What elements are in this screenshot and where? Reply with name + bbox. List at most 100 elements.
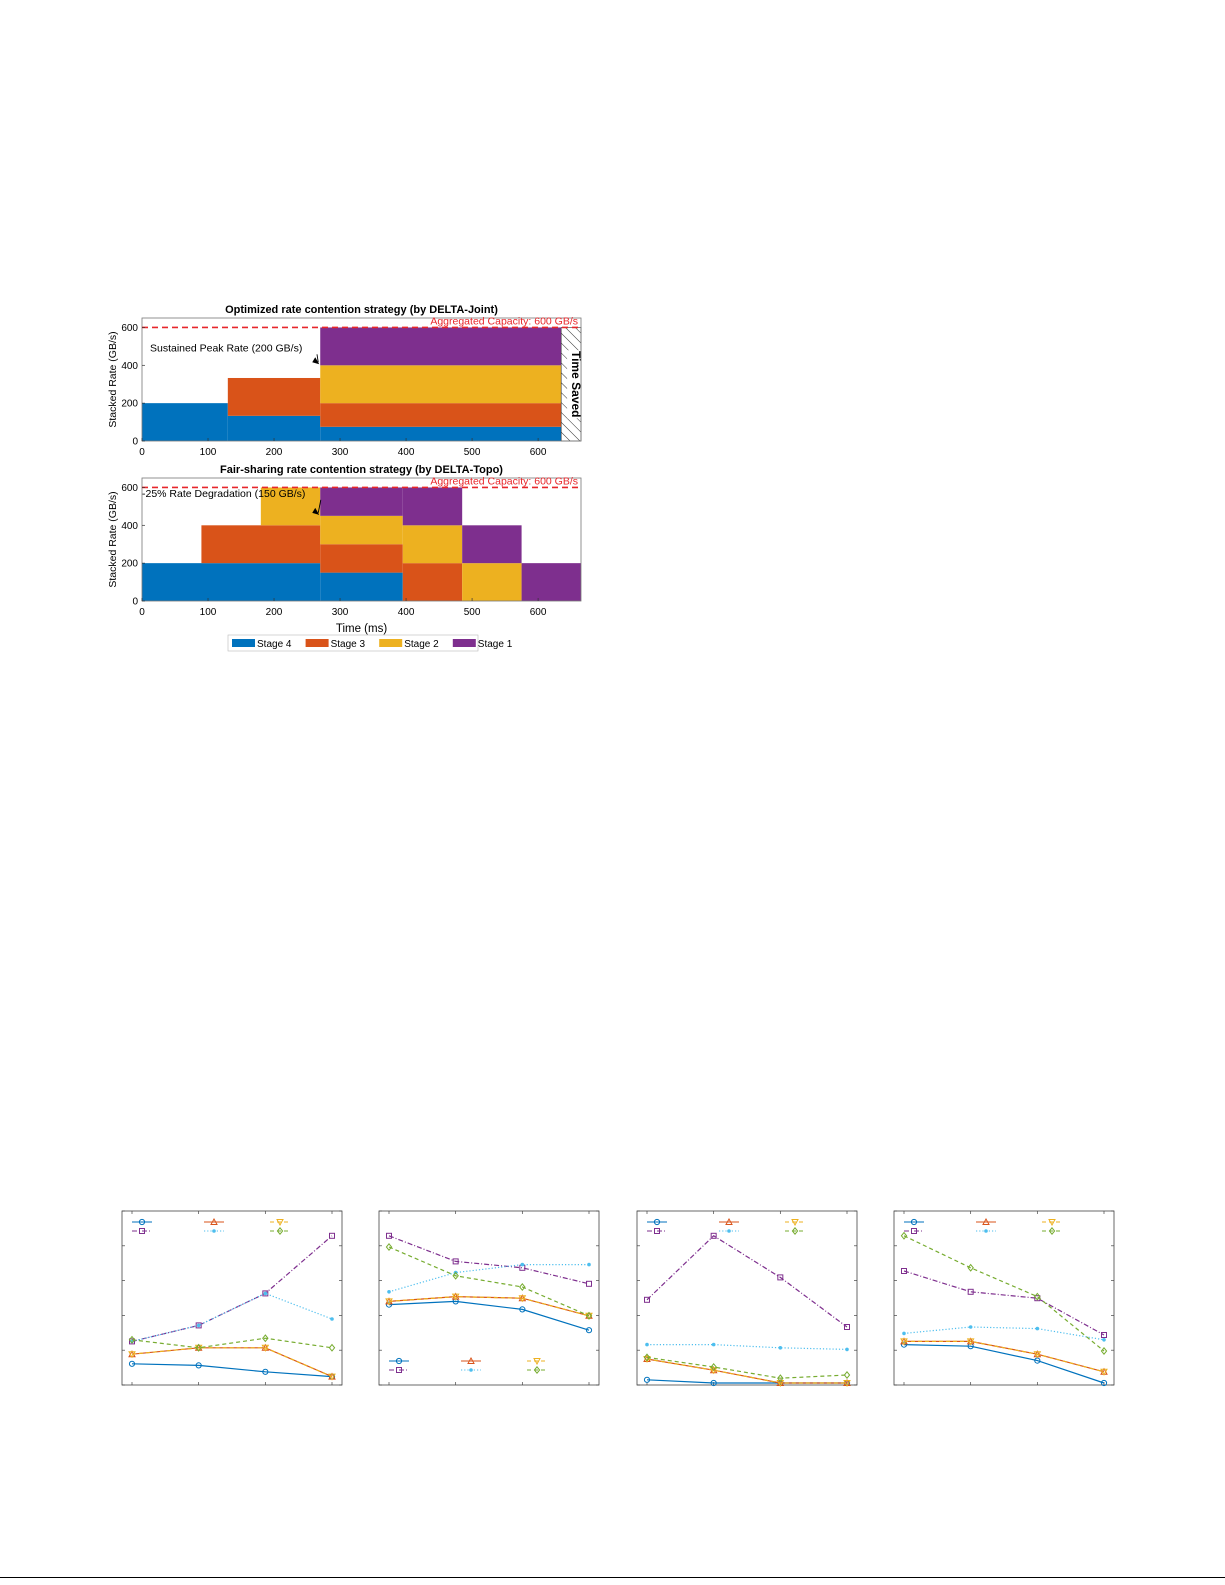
data-point [276, 1219, 284, 1227]
data-point [725, 1217, 733, 1225]
data-point [1035, 1326, 1040, 1331]
chart-title: Optimized rate contention strategy (by D… [225, 304, 498, 316]
data-point [900, 1338, 908, 1346]
page-footer-rule [0, 1577, 1225, 1578]
stack-segment [320, 487, 403, 516]
data-point [129, 1338, 135, 1345]
data-point [1100, 1368, 1108, 1376]
x-tick-label: 200 [266, 447, 283, 458]
data-point [1034, 1292, 1041, 1301]
data-point [777, 1274, 784, 1281]
time-saved-label: Time Saved [569, 351, 583, 417]
series-line [388, 1295, 590, 1317]
data-point [777, 1374, 784, 1383]
y-tick-label: 0 [132, 437, 138, 448]
data-point [467, 1356, 475, 1364]
annotation-arrowhead [312, 507, 320, 515]
legend-label: Stage 3 [331, 639, 366, 650]
data-point [396, 1367, 402, 1373]
data-point [328, 1343, 336, 1352]
x-tick-label: 100 [200, 447, 217, 458]
legend-label: Stage 1 [478, 639, 513, 650]
series-line [646, 1356, 848, 1379]
annotation-arrowhead [312, 357, 320, 365]
data-point [520, 1262, 525, 1267]
plot-frame [893, 1210, 1115, 1386]
time-saved-label-bg [567, 350, 582, 419]
data-point [967, 1263, 974, 1272]
stack-segment [201, 525, 321, 564]
data-point [128, 1335, 136, 1344]
series-line [131, 1347, 333, 1378]
data-point [843, 1371, 851, 1379]
series-line [904, 1340, 1105, 1373]
data-point [386, 1232, 392, 1239]
line-chart-panel [378, 1210, 600, 1386]
data-point [385, 1298, 393, 1306]
data-point [276, 1227, 284, 1235]
data-point [727, 1229, 731, 1233]
data-point [533, 1366, 541, 1374]
data-point [452, 1271, 459, 1280]
data-point [1048, 1219, 1056, 1227]
y-axis-label: Stacked Rate (GB/s) [107, 491, 119, 587]
data-point [469, 1368, 473, 1372]
data-point [452, 1258, 459, 1265]
x-tick-label: 200 [266, 607, 283, 618]
data-point [261, 1344, 270, 1352]
stack-segment [227, 377, 321, 416]
data-point [518, 1295, 527, 1303]
data-point [710, 1379, 717, 1387]
series-line [646, 1358, 847, 1384]
series-line [131, 1347, 333, 1378]
data-point [776, 1380, 785, 1388]
series-line [131, 1235, 333, 1342]
data-point [262, 1290, 269, 1297]
plot-frame [141, 477, 582, 602]
x-tick-label: 0 [139, 447, 145, 458]
series-line [904, 1340, 1105, 1373]
plot-frame [636, 1210, 858, 1386]
series-line [903, 1270, 1105, 1336]
data-point [138, 1218, 146, 1226]
stacked-chart-topo: Fair-sharing rate contention strategy (b… [107, 464, 582, 635]
data-point [900, 1231, 908, 1240]
data-point [1033, 1351, 1042, 1359]
stack-segment [320, 403, 562, 427]
line-chart-panel [893, 1210, 1115, 1387]
line-charts-row [121, 1210, 1115, 1388]
plot-frame [121, 1210, 343, 1386]
y-axis-label: Stacked Rate (GB/s) [107, 331, 119, 427]
stack-segment [142, 563, 321, 601]
stack-segment [521, 563, 581, 601]
x-tick-label: 0 [139, 607, 145, 618]
data-point [263, 1291, 268, 1296]
capacity-label: Aggregated Capacity: 600 GB/s [430, 475, 578, 487]
stack-segment [227, 415, 321, 441]
annotation-arrow [317, 499, 322, 513]
data-point [643, 1376, 651, 1383]
stack-segment [320, 515, 403, 545]
x-tick-label: 500 [464, 447, 481, 458]
data-point [387, 1290, 391, 1294]
data-point [139, 1228, 145, 1234]
data-point [519, 1283, 526, 1291]
plot-frame [141, 317, 582, 442]
stack-segment [402, 563, 463, 601]
y-tick-label: 600 [121, 483, 138, 494]
data-point [533, 1358, 541, 1366]
data-point [643, 1353, 651, 1362]
series-line [131, 1363, 333, 1378]
x-tick-label: 400 [398, 447, 415, 458]
data-point [587, 1262, 591, 1267]
data-point [966, 1338, 975, 1346]
series-line [388, 1300, 590, 1331]
y-tick-label: 400 [121, 361, 138, 372]
data-point [967, 1288, 974, 1295]
series-line [646, 1358, 847, 1384]
x-tick-label: 100 [200, 607, 217, 618]
data-point [195, 1343, 202, 1352]
data-point [778, 1346, 783, 1350]
data-point [196, 1323, 201, 1328]
